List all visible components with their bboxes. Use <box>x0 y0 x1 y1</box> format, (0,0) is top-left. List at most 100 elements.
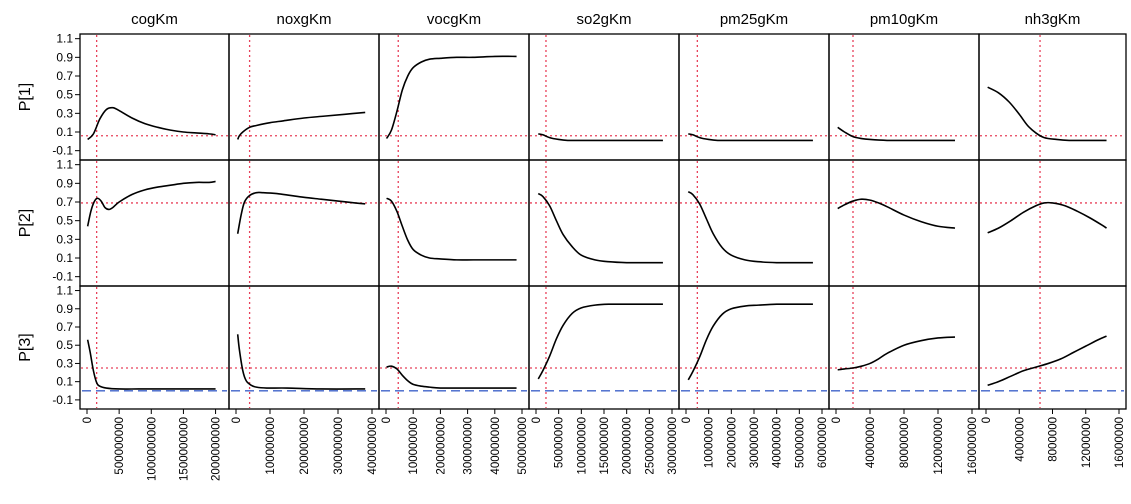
panel-noxgKm-P[2] <box>228 159 380 287</box>
curve-pm10gKm-P[3] <box>837 336 956 371</box>
panel-nh3gKm-P[1] <box>978 33 1127 161</box>
panel-pm25gKm-P[3] <box>678 285 830 410</box>
x-tick-label: 30000000 <box>749 417 761 468</box>
column-title: noxgKm <box>276 11 331 28</box>
x-tick-label: 100000000 <box>408 417 420 475</box>
panel-pm25gKm-P[1] <box>678 33 830 161</box>
y-tick-label: -0.1 <box>52 270 73 284</box>
column-title: pm10gKm <box>870 11 938 28</box>
y-tick-label: 0.3 <box>56 232 73 246</box>
x-tick-label: 100000000 <box>265 417 277 475</box>
panel-frame <box>978 159 1127 287</box>
panel-nh3gKm-P[2] <box>978 159 1127 287</box>
panel-frame <box>378 33 530 161</box>
panel-cogKm-P[2] <box>79 159 230 287</box>
row-label: P[1] <box>17 83 34 111</box>
x-tick-label: 2000000000 <box>211 417 223 481</box>
y-tick-label: 0.5 <box>56 338 73 352</box>
column-title: vocgKm <box>427 11 481 28</box>
x-tick-label: 10000000 <box>704 417 716 468</box>
panel-cogKm-P[3] <box>79 285 230 410</box>
y-tick-label: 0.1 <box>56 251 73 265</box>
x-tick-label: 8000000 <box>1048 417 1060 462</box>
curve-vocgKm-P[1] <box>385 55 517 139</box>
panel-frame <box>79 33 230 161</box>
y-tick-label: 0.3 <box>56 106 73 120</box>
row-label: P[3] <box>17 333 34 361</box>
x-tick-label: 300000000 <box>667 417 679 475</box>
panel-noxgKm-P[1] <box>228 33 380 161</box>
x-tick-label: 300000000 <box>333 417 345 475</box>
x-tick-label: 400000000 <box>490 417 502 475</box>
curve-noxgKm-P[1] <box>236 111 366 140</box>
y-tick-label: 0.7 <box>56 69 73 83</box>
y-tick-label: 0.5 <box>56 214 73 228</box>
x-tick-label: 50000000 <box>554 417 566 468</box>
y-tick-label: 1.1 <box>56 284 73 298</box>
curve-nh3gKm-P[3] <box>987 335 1107 387</box>
y-tick-label: 0.7 <box>56 195 73 209</box>
x-tick-label: 16000000 <box>1114 417 1126 468</box>
y-tick-label: 0.9 <box>56 302 73 316</box>
curve-nh3gKm-P[2] <box>987 201 1107 234</box>
panel-frame <box>528 159 680 287</box>
row-labels: P[1] P[2] P[3] <box>17 83 34 362</box>
curve-cogKm-P[1] <box>87 106 216 141</box>
panel-frame <box>828 159 980 287</box>
x-tick-label: 150000000 <box>599 417 611 475</box>
panel-pm25gKm-P[2] <box>678 159 830 287</box>
x-tick-label: 200000000 <box>622 417 634 475</box>
curve-so2gKm-P[1] <box>538 133 663 142</box>
panels <box>79 33 1127 410</box>
curve-pm25gKm-P[3] <box>687 303 813 381</box>
x-tick-label: 500000000 <box>114 417 126 475</box>
panel-vocgKm-P[2] <box>378 159 530 287</box>
x-tick-label: 50000000 <box>794 417 806 468</box>
y-tick-label: 1.1 <box>56 32 73 46</box>
x-tick-label: 0 <box>981 417 993 423</box>
x-tick-label: 250000000 <box>644 417 656 475</box>
panel-so2gKm-P[3] <box>528 285 680 410</box>
curve-pm25gKm-P[1] <box>688 133 813 142</box>
x-axis-ticks: 0 500000000 1000000000 1500000000 2000000000… <box>82 409 1126 481</box>
curve-so2gKm-P[3] <box>537 303 663 380</box>
x-tick-label: 200000000 <box>299 417 311 475</box>
curve-pm25gKm-P[2] <box>687 191 813 264</box>
panel-pm10gKm-P[3] <box>828 285 980 410</box>
x-tick-label: 0 <box>231 417 243 423</box>
column-title: cogKm <box>131 11 178 28</box>
row-label: P[2] <box>17 209 34 237</box>
x-tick-label: 200000000 <box>435 417 447 475</box>
curve-vocgKm-P[2] <box>386 197 517 261</box>
panel-cogKm-P[1] <box>79 33 230 161</box>
curve-pm10gKm-P[1] <box>837 126 955 142</box>
x-tick-label: 0 <box>381 417 393 423</box>
x-tick-label: 60000000 <box>817 417 829 468</box>
curve-so2gKm-P[2] <box>537 192 663 264</box>
panel-frame <box>678 159 830 287</box>
panel-frame <box>79 159 230 287</box>
y-tick-label: 0.9 <box>56 176 73 190</box>
curve-noxgKm-P[2] <box>236 191 366 234</box>
panel-nh3gKm-P[3] <box>978 285 1127 410</box>
curve-cogKm-P[2] <box>86 180 216 227</box>
y-tick-label: 0.3 <box>56 356 73 370</box>
panel-so2gKm-P[2] <box>528 159 680 287</box>
x-tick-label: 40000000 <box>772 417 784 468</box>
x-tick-label: 100000000 <box>576 417 588 475</box>
panel-frame <box>228 33 380 161</box>
x-tick-label: 1000000000 <box>146 417 158 481</box>
x-tick-label: 0 <box>531 417 543 423</box>
curve-noxgKm-P[3] <box>236 334 366 390</box>
x-tick-label: 120000000 <box>933 417 945 475</box>
column-title: nh3gKm <box>1025 11 1081 28</box>
x-tick-label: 160000000 <box>967 417 979 475</box>
y-tick-label: 1.1 <box>56 158 73 172</box>
panel-so2gKm-P[1] <box>528 33 680 161</box>
x-tick-label: 0 <box>82 417 94 423</box>
x-tick-label: 80000000 <box>899 417 911 468</box>
y-tick-label: -0.1 <box>52 144 73 158</box>
panel-pm10gKm-P[2] <box>828 159 980 287</box>
curve-nh3gKm-P[1] <box>987 86 1107 142</box>
